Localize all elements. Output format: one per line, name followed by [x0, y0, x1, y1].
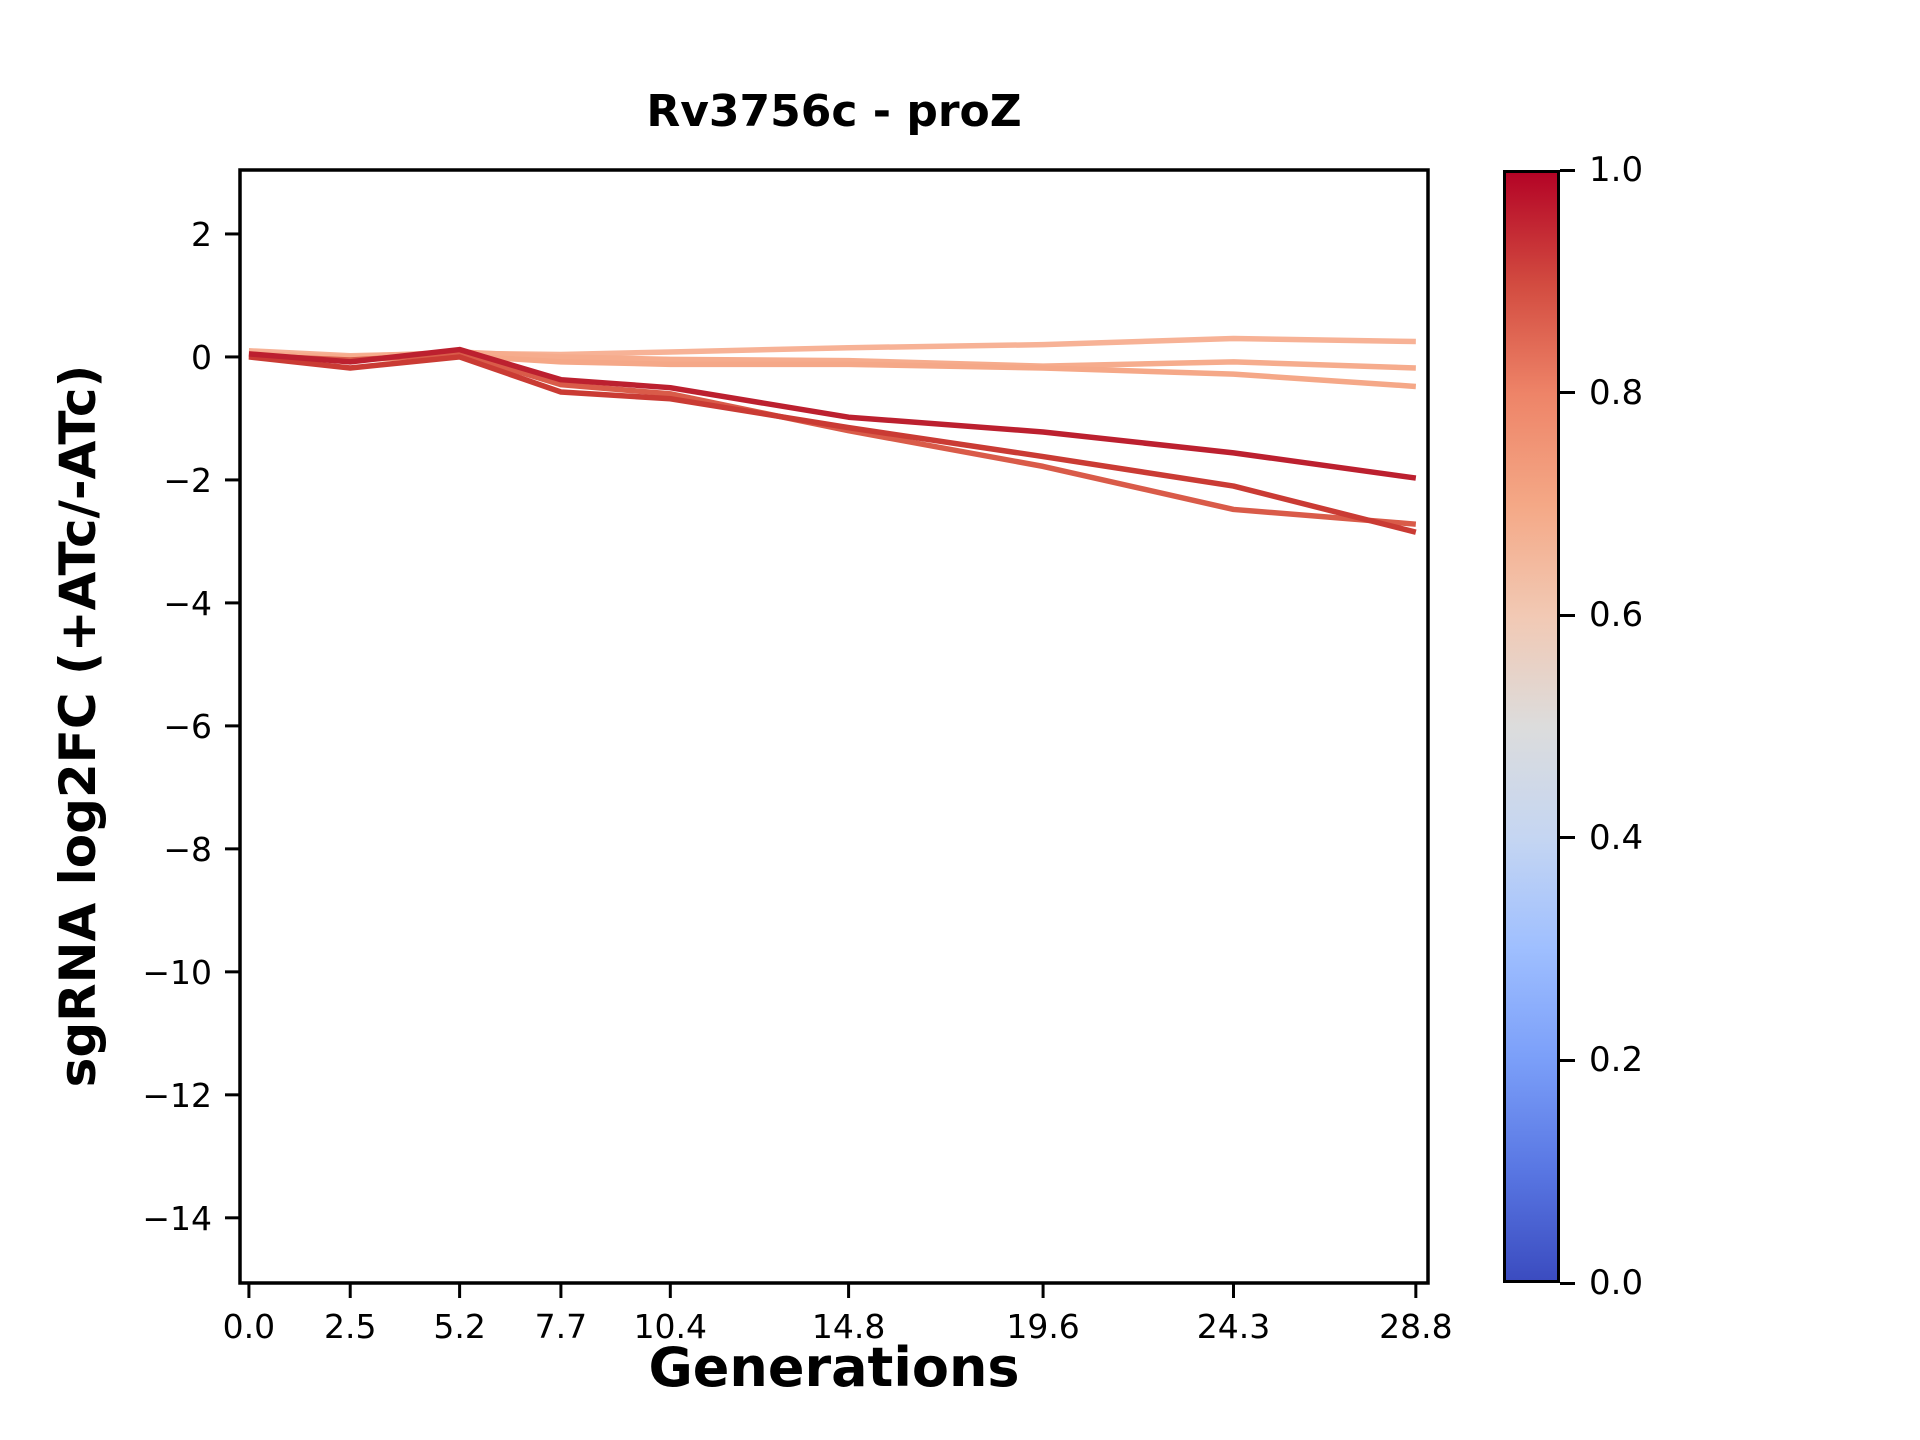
- colorbar-tick-label: 0.2: [1589, 1040, 1644, 1081]
- x-tick-label: 0.0: [223, 1307, 275, 1346]
- colorbar-tick-label: 0.8: [1589, 372, 1644, 413]
- colorbar-tick: [1560, 1058, 1575, 1062]
- x-tick-label: 10.4: [634, 1307, 707, 1346]
- colorbar-tick: [1560, 613, 1575, 617]
- colorbar-tick-label: 1.0: [1589, 150, 1644, 190]
- y-tick-label: 2: [191, 215, 212, 254]
- axes-border: [238, 168, 1430, 1285]
- x-tick-label: 14.8: [812, 1307, 885, 1346]
- colorbar-tick: [1560, 391, 1575, 395]
- colorbar-tick-label: 0.4: [1589, 817, 1644, 858]
- y-tick-label: −12: [142, 1076, 212, 1115]
- colorbar-tick: [1560, 1281, 1575, 1285]
- x-tick-label: 2.5: [324, 1307, 376, 1346]
- x-tick-label: 7.7: [535, 1307, 587, 1346]
- x-tick-label: 5.2: [433, 1307, 485, 1346]
- y-tick-label: −14: [142, 1199, 212, 1238]
- x-tick-label: 24.3: [1197, 1307, 1270, 1346]
- y-tick-label: −2: [163, 461, 212, 500]
- x-tick-label: 19.6: [1006, 1307, 1079, 1346]
- series-line-sgRNA-medium-2: [248, 354, 1417, 535]
- y-tick-label: −8: [163, 830, 212, 869]
- y-tick-label: −10: [142, 953, 212, 992]
- chart-title: Rv3756c - proZ: [646, 86, 1022, 137]
- colorbar-tick-label: 0.6: [1589, 595, 1644, 636]
- y-tick-label: 0: [191, 338, 212, 377]
- series-line-sgRNA-medium-1: [248, 351, 1417, 527]
- colorbar-tick-label: 0.0: [1589, 1263, 1644, 1303]
- series-line-sgRNA-dark: [248, 346, 1417, 481]
- y-tick-label: −6: [163, 707, 212, 746]
- colorbar-tick: [1560, 168, 1575, 172]
- x-axis-label: Generations: [648, 1336, 1020, 1399]
- y-tick-label: −4: [163, 584, 212, 623]
- colorbar: [1503, 170, 1560, 1283]
- x-tick-label: 28.8: [1379, 1307, 1452, 1346]
- colorbar-tick: [1560, 836, 1575, 840]
